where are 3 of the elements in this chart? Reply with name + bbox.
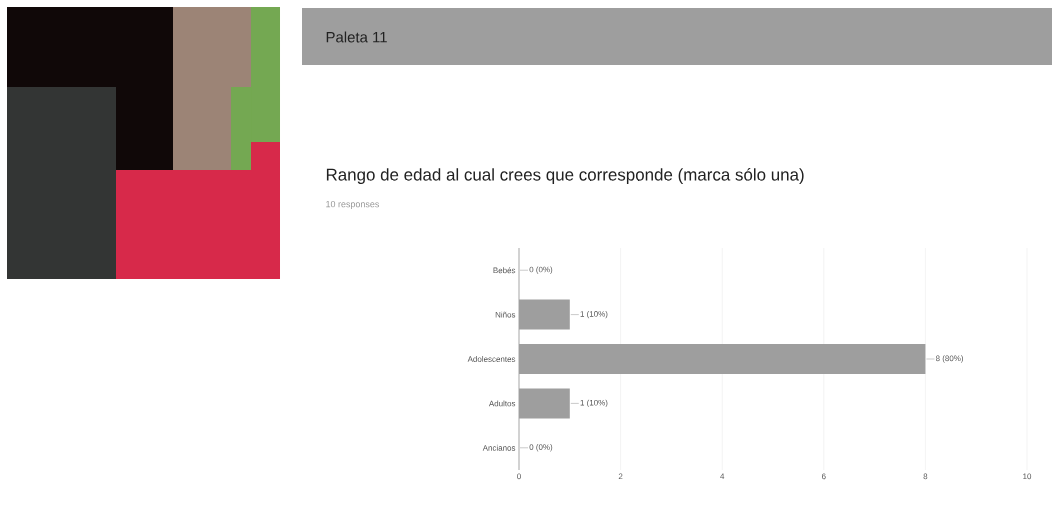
chart-title: Rango de edad al cual crees que corresponde (marca sólo una) <box>326 168 804 184</box>
text: Paleta 11 <box>326 31 387 43</box>
text: 10 responses <box>326 200 380 210</box>
